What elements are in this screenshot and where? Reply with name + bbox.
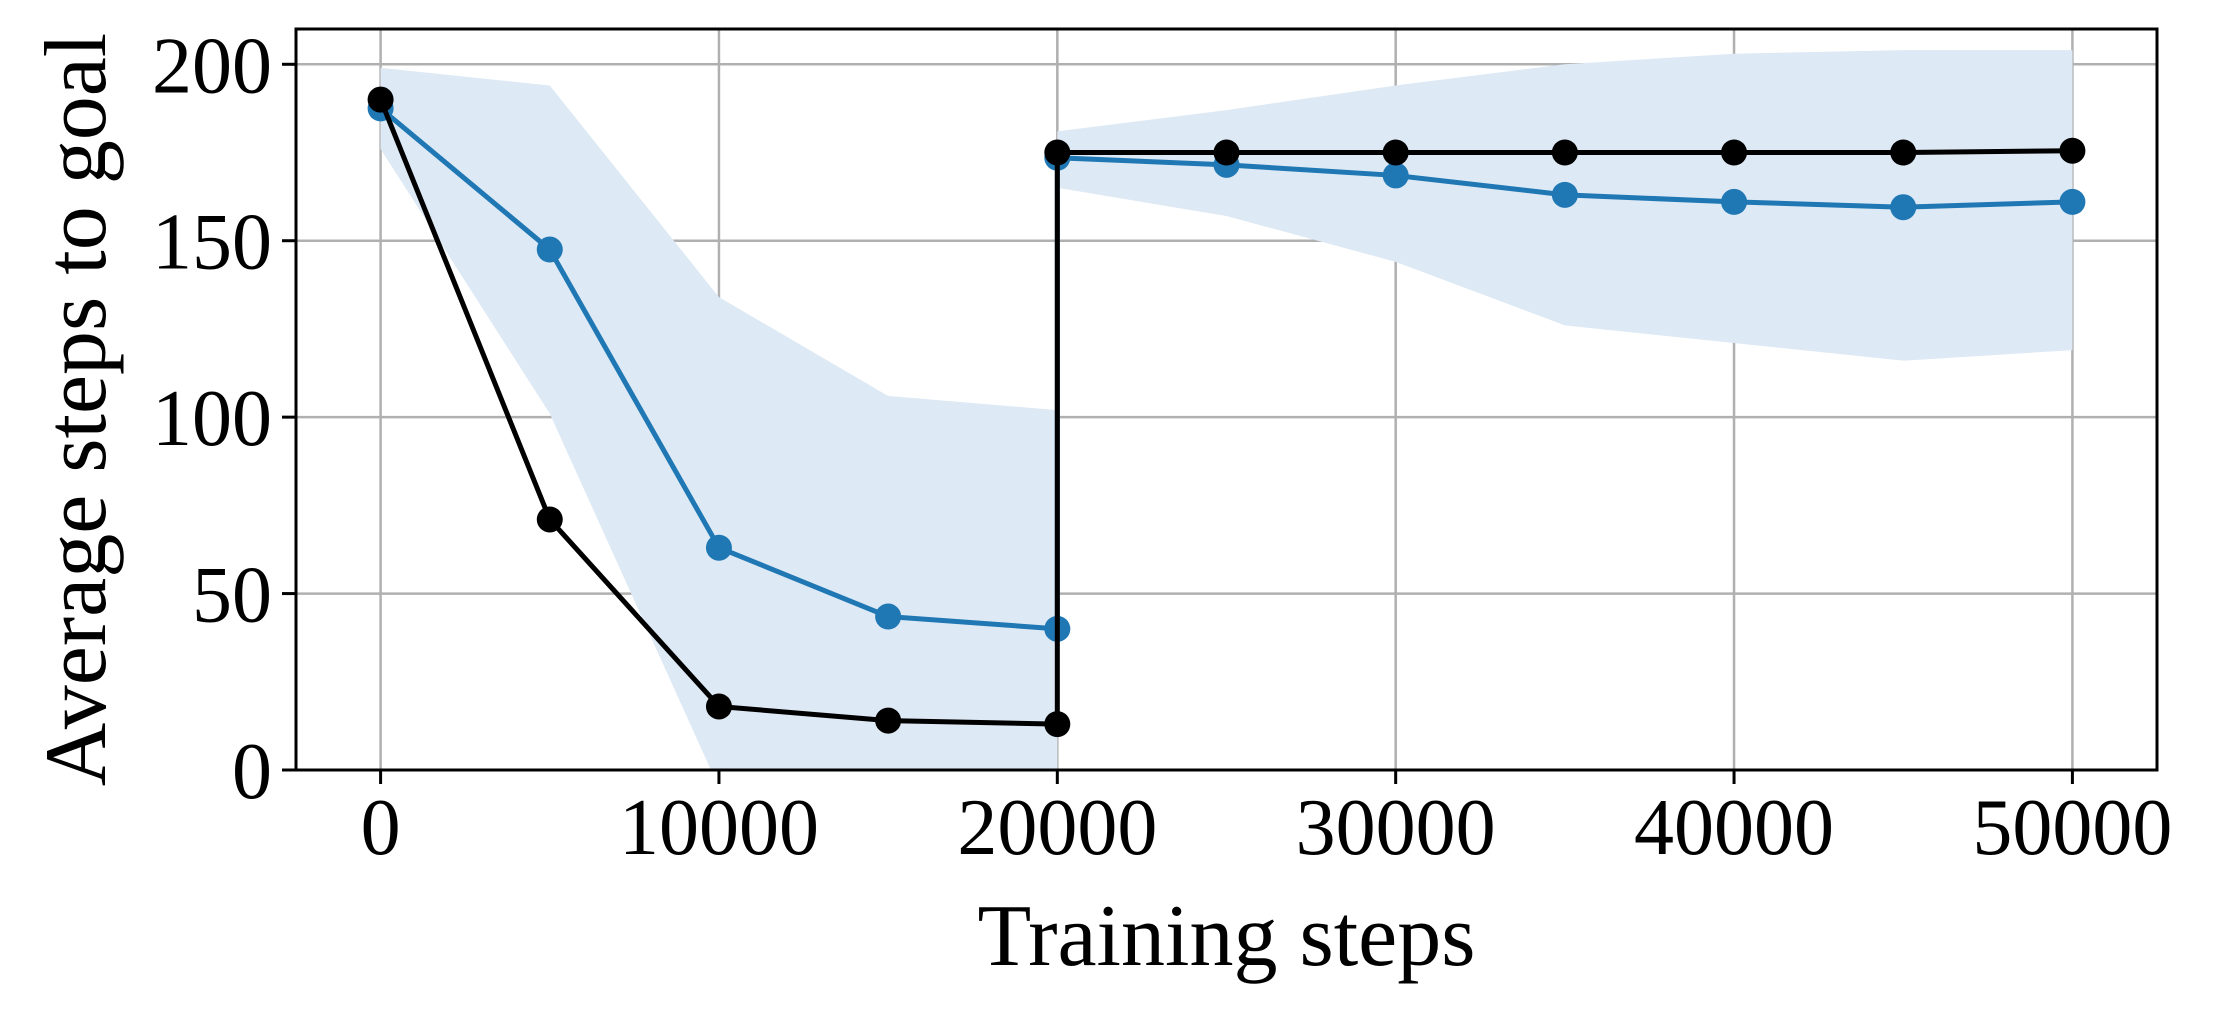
- series-0-point-10: [1890, 194, 1917, 221]
- series-1-point-7: [1382, 139, 1409, 166]
- series-1-point-0: [367, 86, 394, 113]
- std-band: [380, 50, 2073, 770]
- x-tick-label-0: 0: [361, 784, 401, 872]
- series-0-point-9: [1721, 188, 1748, 215]
- series-1-point-6: [1213, 139, 1240, 166]
- series-1-point-11: [2059, 137, 2086, 164]
- series-1-point-3: [875, 707, 902, 734]
- series-1-point-1: [536, 506, 563, 533]
- series-1-point-8: [1551, 139, 1578, 166]
- series-0-point-7: [1382, 162, 1409, 189]
- series-0-line: [378, 106, 2073, 632]
- y-tick-label-1: 50: [192, 552, 272, 640]
- x-tick-label-2: 20000: [957, 784, 1157, 872]
- plot-frame: [294, 27, 2159, 772]
- series-group: [367, 86, 2086, 738]
- y-tick-label-0: 0: [232, 728, 272, 816]
- axis-ticks: 0 10000 20000 30000 40000 50000 0 50 100 150 200: [152, 22, 2172, 872]
- series-1-point-5: [1044, 139, 1071, 166]
- y-axis-label: Average steps to goal: [28, 33, 125, 786]
- series-0-point-11: [2059, 188, 2086, 215]
- x-tick-label-3: 30000: [1296, 784, 1496, 872]
- x-tick-label-1: 10000: [619, 784, 819, 872]
- y-tick-label-4: 200: [152, 22, 272, 110]
- series-0-point-2: [705, 534, 732, 561]
- x-tick-label-4: 40000: [1634, 784, 1834, 872]
- series-1-line: [378, 98, 2073, 727]
- series-1-point-10: [1890, 139, 1917, 166]
- confidence-band: [380, 50, 2073, 770]
- series-1-point-4: [1044, 711, 1071, 738]
- series-0-point-3: [875, 603, 902, 630]
- series-0-point-8: [1551, 181, 1578, 208]
- x-tick-label-5: 50000: [1972, 784, 2172, 872]
- series-0-point-1: [536, 236, 563, 263]
- series-1-point-9: [1721, 139, 1748, 166]
- x-axis-label: Training steps: [978, 888, 1476, 985]
- y-tick-label-3: 150: [152, 199, 272, 287]
- series-1-point-2: [705, 693, 732, 720]
- y-tick-label-2: 100: [152, 375, 272, 463]
